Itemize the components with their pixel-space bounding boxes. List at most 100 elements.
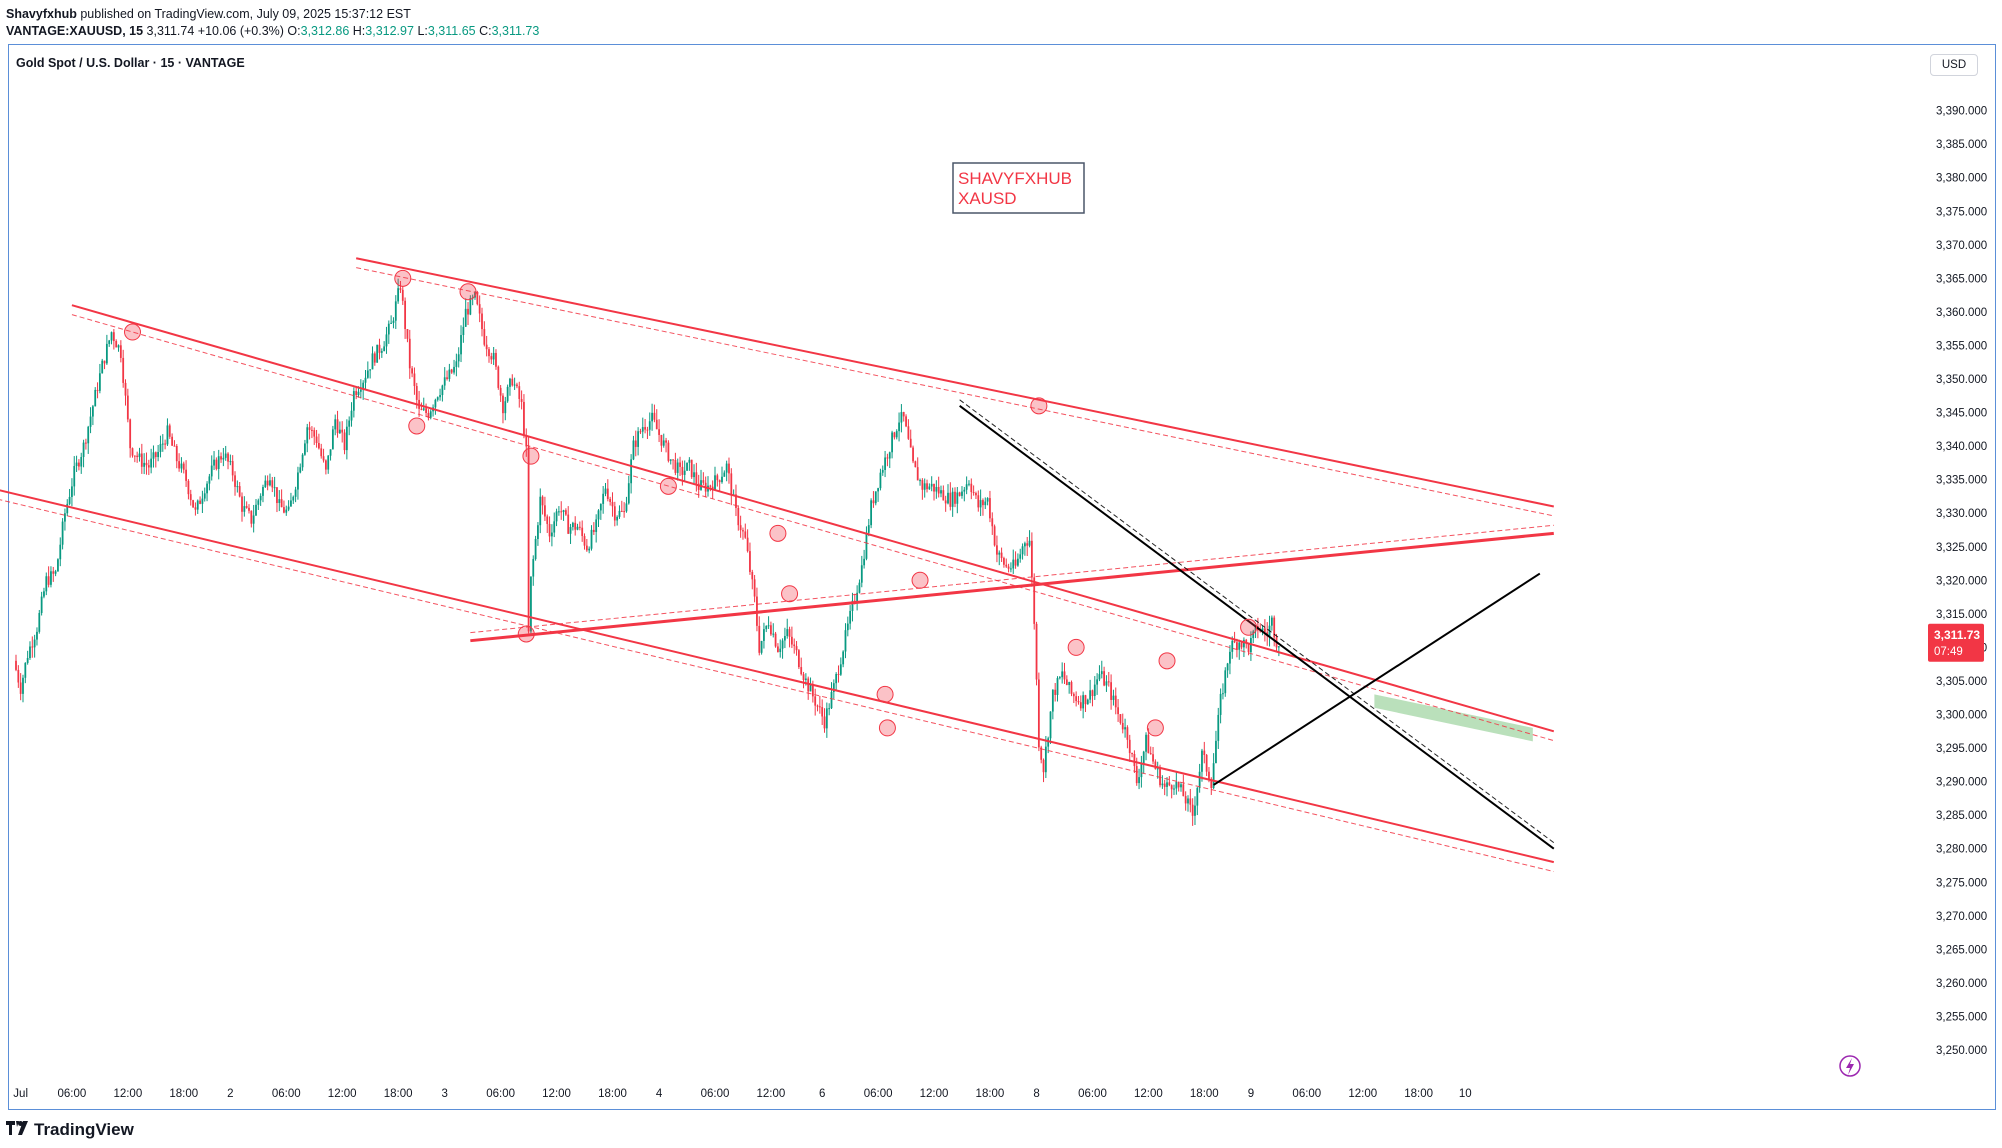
candle-body <box>758 625 761 653</box>
candle <box>716 473 719 487</box>
author-name[interactable]: Shavyfxhub <box>6 7 77 21</box>
tradingview-logo[interactable]: TradingView <box>6 1120 134 1140</box>
candle <box>264 475 267 489</box>
candle <box>31 636 34 658</box>
candle <box>718 479 721 491</box>
candle <box>26 650 29 665</box>
candle <box>1023 541 1026 556</box>
candle-body <box>975 493 977 496</box>
candle <box>392 317 395 329</box>
candle-body <box>930 483 933 487</box>
candle <box>700 469 702 491</box>
candle-body <box>1261 628 1264 631</box>
candle <box>746 529 749 553</box>
candle <box>979 489 982 517</box>
candle-body <box>881 469 884 473</box>
symbol-label[interactable]: VANTAGE:XAUUSD, 15 <box>6 24 144 38</box>
candle-body <box>154 452 157 458</box>
lightning-icon-bolt <box>1846 1058 1854 1075</box>
candle <box>620 500 623 513</box>
last-price-badge <box>1928 623 1984 662</box>
candle-body <box>669 459 672 461</box>
candle <box>1000 547 1003 562</box>
candle <box>1007 563 1010 573</box>
candle <box>800 657 803 676</box>
lightning-icon[interactable] <box>1839 1055 1861 1077</box>
candle <box>285 505 288 516</box>
candle-body <box>821 707 824 717</box>
candle-body <box>201 498 204 504</box>
candle-body <box>1065 679 1068 686</box>
candle <box>597 509 600 528</box>
candle <box>886 453 889 467</box>
candle-body <box>1263 628 1266 633</box>
candle-body <box>1049 711 1052 739</box>
candle <box>1119 714 1122 725</box>
y-tick-label: 3,365.000 <box>1936 273 1987 285</box>
candle <box>604 482 607 497</box>
candle-body <box>182 463 185 470</box>
candle <box>411 366 413 378</box>
candle <box>1270 615 1273 631</box>
candle-body <box>208 476 211 484</box>
candle-body <box>455 361 458 367</box>
currency-button[interactable]: USD <box>1930 54 1978 76</box>
x-tick-label: 18:00 <box>598 1088 627 1100</box>
candle-body <box>413 373 416 387</box>
y-tick-label: 3,275.000 <box>1936 877 1987 889</box>
candle-body <box>66 503 69 514</box>
candle <box>157 444 160 462</box>
candle-body <box>334 419 337 430</box>
candle-body <box>1219 693 1222 715</box>
x-axis: Jul 06:00 12:00 18:00 2 06:00 12:00 18:00 3 06:00… <box>13 1088 1471 1100</box>
candle-body <box>241 496 243 512</box>
candle-body <box>1273 617 1276 638</box>
candle <box>194 502 197 516</box>
candle <box>1012 549 1015 574</box>
candle <box>655 409 658 430</box>
candle <box>467 302 469 326</box>
candle <box>660 434 663 452</box>
candle-body <box>1014 559 1017 566</box>
black-ascending-line <box>1213 572 1541 786</box>
candle-body <box>1177 781 1180 788</box>
candle-body <box>371 353 374 370</box>
candle-body <box>1212 763 1215 788</box>
candle-body <box>956 492 959 504</box>
candle <box>1026 536 1029 557</box>
candle <box>129 418 132 458</box>
candle-body <box>1142 751 1145 764</box>
candle-body <box>1124 727 1126 730</box>
candle-body <box>224 453 227 458</box>
candle-body <box>380 351 383 353</box>
candle-body <box>993 526 996 546</box>
candle-body <box>497 366 500 388</box>
candle <box>54 569 57 577</box>
y-tick-label: 3,355.000 <box>1936 340 1987 352</box>
lightning-icon-ring <box>1839 1055 1861 1077</box>
candle-body <box>1030 540 1033 578</box>
candle-body <box>909 438 912 448</box>
candle-body <box>991 518 994 527</box>
candle-body <box>844 630 847 652</box>
candle-body <box>1103 671 1106 686</box>
x-tick-label: 18:00 <box>384 1088 413 1100</box>
candle-body <box>75 462 78 467</box>
candle <box>110 331 113 345</box>
candle <box>429 409 432 420</box>
candle <box>399 280 402 294</box>
candle <box>516 382 518 389</box>
candle <box>648 412 651 436</box>
candle-body <box>763 629 765 641</box>
candle-body <box>175 446 178 462</box>
candle-body <box>22 677 24 694</box>
candle-body <box>744 531 747 538</box>
candle-body <box>91 406 94 417</box>
candle-body <box>965 484 968 490</box>
candle-body <box>800 667 803 675</box>
candle <box>248 504 250 514</box>
candle-body <box>825 708 828 729</box>
candle <box>513 377 516 390</box>
y-tick-label: 3,390.000 <box>1936 106 1987 118</box>
